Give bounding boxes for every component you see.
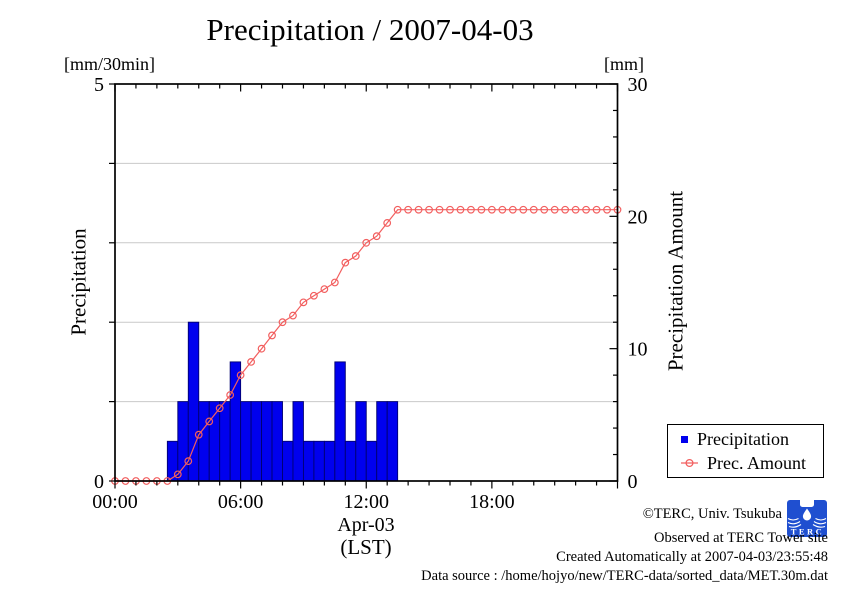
prec-amount-line [115,209,618,482]
prec-amount-point [330,278,339,287]
precipitation-bar [198,401,210,482]
left-axis-label: Precipitation [66,228,91,336]
prec-amount-point [456,205,465,214]
prec-amount-point [362,238,371,247]
x-tick-label: 18:00 [469,491,515,513]
precipitation-bar [271,401,283,482]
x-tick-label: 12:00 [343,491,389,513]
prec-amount-point [603,205,611,214]
prec-amount-point [477,205,486,214]
right-tick-label: 0 [628,471,638,493]
prec-amount-point [498,205,507,214]
prec-amount-point [404,205,413,214]
right-tick-label: 10 [628,339,648,361]
chart-title: Precipitation / 2007-04-03 [206,12,534,47]
prec-amount-point [383,219,392,227]
prec-amount-point [393,205,402,214]
left-tick-label: 5 [94,74,104,96]
precipitation-bar [240,401,252,482]
precipitation-bar [334,361,346,482]
prec-amount-point [561,205,570,214]
prec-amount-point [194,430,203,439]
left-tick-label: 0 [94,471,104,493]
precipitation-bar [229,361,242,482]
legend-label-prec-amount: Prec. Amount [707,452,806,473]
precipitation-bar [313,440,325,482]
prec-amount-point [571,205,580,214]
prec-amount-point [320,285,329,294]
prec-amount-point [519,205,528,214]
prec-amount-point [236,371,245,380]
precipitation-bar [386,401,399,482]
precipitation-bar [355,401,367,482]
prec-amount-point [215,404,224,413]
precipitation-bar [376,401,388,482]
x-tick-label: 00:00 [92,491,138,513]
created-timestamp-text: Created Automatically at 2007-04-03/23:5… [556,549,828,565]
prec-amount-point [247,358,255,366]
precipitation-bar [292,401,304,482]
legend-item-precipitation: Precipitation [681,430,823,448]
x-axis-date-label: Apr-03 [337,514,395,536]
terc-logo-text: TERC [791,527,825,537]
precipitation-bar [261,401,273,482]
prec-amount-point [310,291,318,300]
right-axis-label: Precipitation Amount [663,190,688,372]
precipitation-bar [282,440,294,482]
precipitation-bar [219,401,231,482]
right-tick-label: 20 [628,206,648,228]
prec-amount-point [268,331,276,340]
precipitation-bar [250,401,263,482]
precipitation-bar [323,440,336,482]
legend-item-prec-amount: Prec. Amount [681,454,823,472]
prec-amount-point [299,298,308,307]
prec-amount-point [592,205,601,214]
x-tick-label: 06:00 [218,491,264,513]
legend: Precipitation Prec. Amount [667,424,824,478]
right-tick-label: 30 [628,74,648,96]
prec-amount-point [425,205,433,214]
prec-amount-point [582,205,590,214]
precipitation-bar [208,401,221,482]
legend-label-precipitation: Precipitation [697,429,789,450]
prec-amount-point [351,252,360,260]
prec-amount-point [278,318,287,327]
observed-site-text: Observed at TERC Tower site [653,530,828,546]
prec-amount-point [205,417,214,426]
precipitation-bar [344,440,357,482]
prec-amount-point [467,205,475,214]
precipitation-bar [177,401,189,482]
prec-amount-point [487,205,496,214]
prec-amount-point [540,205,549,214]
prec-amount-point [529,205,538,214]
prec-amount-point [184,457,193,466]
prec-amount-point [435,205,444,214]
prec-amount-point [289,311,297,320]
prec-amount-point [550,205,559,214]
data-source-text: Data source : /home/hojyo/new/TERC-data/… [421,568,828,584]
prec-amount-point [372,232,381,241]
right-axis-unit: [mm] [604,54,644,74]
prec-amount-point [226,391,235,399]
terc-logo-icon: TERC [787,500,827,537]
prec-amount-point [173,470,182,479]
prec-amount-marker-icon [681,458,698,467]
prec-amount-point [341,258,350,267]
precipitation-bar [302,440,315,482]
left-axis-unit: [mm/30min] [64,54,155,74]
precipitation-bar [365,440,378,482]
prec-amount-point [414,205,423,214]
footer-annotations: ©TERC, Univ. Tsukuba Observed at TERC To… [421,505,828,586]
prec-amount-point [446,205,454,214]
prec-amount-point [508,205,517,214]
prec-amount-point [257,344,266,353]
precipitation-bar-swatch-icon [681,435,688,443]
copyright-text: ©TERC, Univ. Tsukuba [642,506,782,522]
x-axis-lst-label: (LST) [340,535,392,559]
